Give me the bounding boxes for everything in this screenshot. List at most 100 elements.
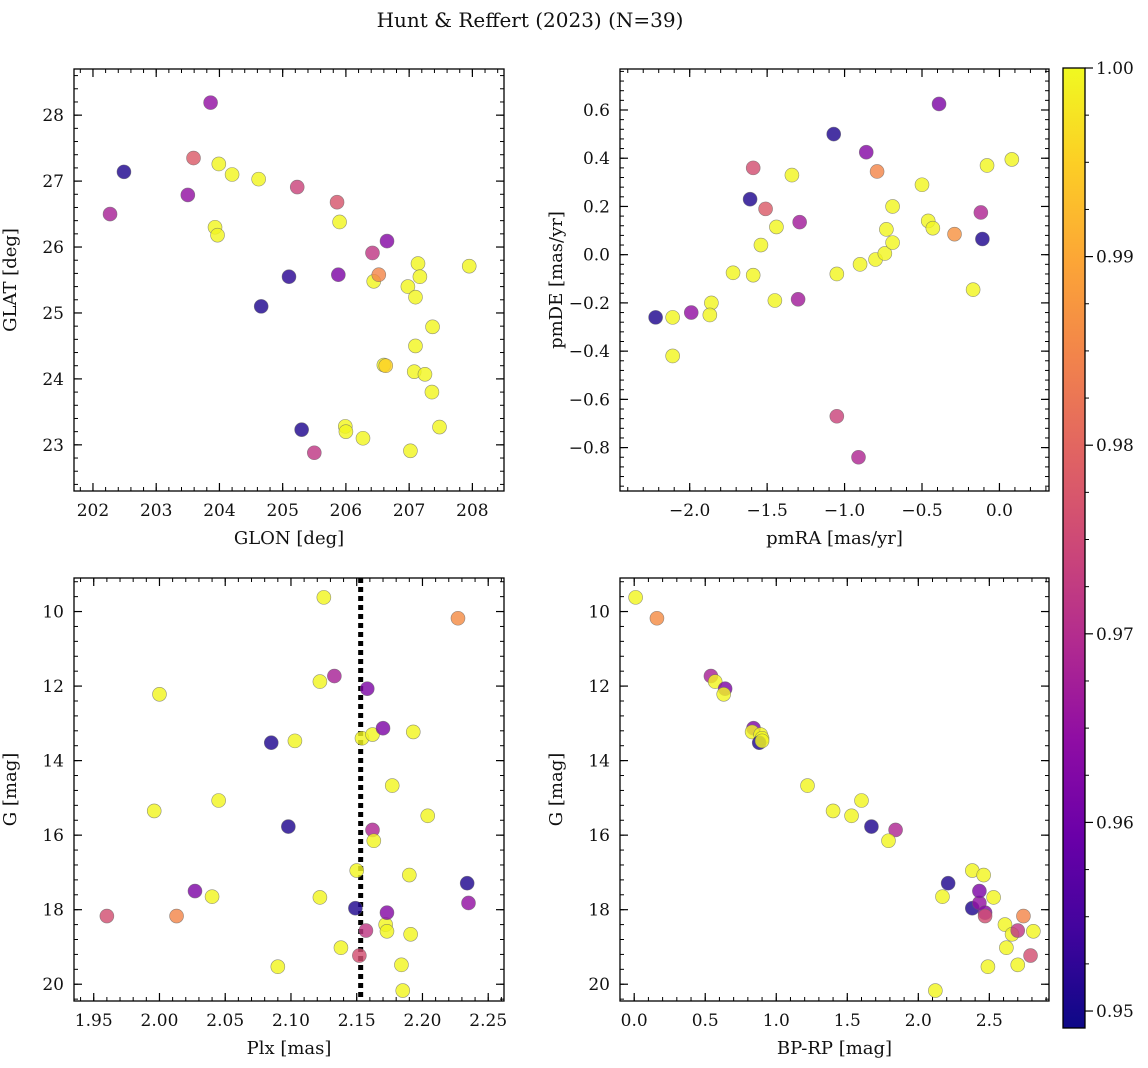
axes-frame (73, 577, 505, 1002)
x-tick-label: 2.25 (469, 1011, 507, 1031)
colorbar-tick-label: 0.99 (1096, 248, 1134, 268)
scatter-point (379, 233, 395, 249)
scatter-point (707, 674, 723, 689)
scatter-point (424, 384, 440, 400)
y-tick-label: 0.0 (583, 246, 610, 266)
scatter-point (379, 905, 395, 920)
x-axis-label: BP-RP [mag] (777, 1038, 892, 1059)
x-tick-label: 2.0 (905, 1011, 932, 1031)
scatter-point (461, 895, 476, 911)
scatter-point (432, 419, 447, 435)
x-tick-label: 2.15 (338, 1011, 376, 1031)
scatter-point (826, 126, 842, 142)
scatter-point (972, 883, 987, 899)
scatter-point (925, 220, 941, 236)
scatter-point (412, 269, 428, 285)
scatter-point (186, 150, 201, 166)
scatter-point (395, 983, 411, 998)
scatter-point (648, 310, 663, 325)
scatter-point (450, 610, 466, 626)
scatter-point (745, 160, 761, 176)
x-tick-label: 0.0 (621, 1011, 648, 1031)
scatter-point (800, 778, 815, 793)
scatter-point (885, 235, 900, 250)
scatter-point (211, 156, 227, 172)
panels: 202 203 204 205 206 207 208 23 24 25 26 27 28 GLON [d… (0, 68, 1050, 1059)
y-axis-label: G [mag] (546, 753, 567, 826)
scatter-point (885, 199, 900, 214)
colorbar-tick-label: 0.96 (1096, 813, 1134, 833)
y-tick-label: 12 (588, 677, 610, 697)
x-tick-label: 2.00 (141, 1011, 179, 1031)
scatter-point (270, 959, 286, 975)
scatter-point (754, 733, 770, 749)
scatter-points (628, 590, 1041, 998)
colorbar: 0.95 0.96 0.97 0.98 0.99 1.00 (1062, 59, 1134, 1029)
scatter-point (375, 720, 391, 736)
y-tick-label: 16 (42, 826, 64, 846)
x-tick-label: 207 (393, 501, 425, 521)
scatter-point (986, 890, 1001, 905)
major-ticks (74, 578, 504, 1001)
scatter-point (888, 822, 903, 838)
major-ticks (620, 578, 1049, 1001)
y-tick-label: −0.2 (569, 294, 610, 314)
plot-area (620, 578, 1049, 1001)
y-tick-label: 26 (42, 238, 64, 258)
axes-frame (619, 68, 1050, 492)
scatter-point (877, 246, 893, 261)
axes-frame (619, 577, 1050, 1002)
y-axis-label: pmDE [mas/yr] (546, 211, 567, 349)
scatter-point (403, 443, 418, 459)
y-tick-label: 14 (42, 752, 64, 772)
scatter-point (312, 674, 328, 689)
y-tick-label: 27 (42, 172, 64, 192)
scatter-point (854, 793, 869, 808)
panel-glon_glat: 202 203 204 205 206 207 208 23 24 25 26 27 28 GLON [d… (0, 68, 505, 549)
scatter-point (702, 307, 718, 323)
scatter-point (180, 187, 196, 203)
scatter-point (1023, 948, 1038, 963)
y-tick-label: 0.6 (583, 101, 610, 121)
y-tick-label: 28 (42, 106, 64, 126)
colorbar-frame (1062, 67, 1086, 1029)
scatter-point (400, 279, 416, 294)
scatter-point (281, 269, 297, 285)
scatter-point (881, 833, 896, 849)
scatter-point (211, 793, 226, 808)
scatter-point (1016, 908, 1031, 924)
y-tick-label: 18 (588, 901, 610, 921)
scatter-point (287, 733, 303, 749)
x-tick-label: 206 (330, 501, 362, 521)
scatter-point (977, 908, 993, 924)
scatter-point (935, 889, 950, 904)
scatter-point (253, 299, 269, 314)
scatter-point (352, 948, 367, 963)
scatter-point (976, 867, 991, 883)
scatter-point (844, 808, 859, 824)
scatter-point (973, 205, 989, 220)
scatter-point (420, 808, 436, 824)
x-tick-label: 204 (203, 501, 235, 521)
scatter-point (349, 863, 365, 878)
y-axis-label: G [mag] (0, 753, 21, 826)
scatter-point (965, 282, 981, 297)
scatter-point (829, 408, 845, 424)
scatter-point (461, 258, 477, 274)
scatter-point (879, 222, 894, 237)
scatter-point (289, 179, 305, 195)
scatter-point (979, 158, 995, 173)
scatter-point (405, 724, 421, 740)
scatter-point (704, 295, 719, 311)
scatter-point (999, 940, 1014, 956)
y-tick-label: 14 (588, 752, 610, 772)
scatter-point (316, 590, 332, 605)
scatter-point (767, 293, 783, 308)
x-axis-label: pmRA [mas/yr] (766, 528, 903, 549)
y-tick-label: 10 (588, 603, 610, 623)
scatter-points (648, 96, 1020, 465)
scatter-point (281, 819, 296, 834)
scatter-point (169, 908, 184, 924)
scatter-point (327, 668, 342, 684)
